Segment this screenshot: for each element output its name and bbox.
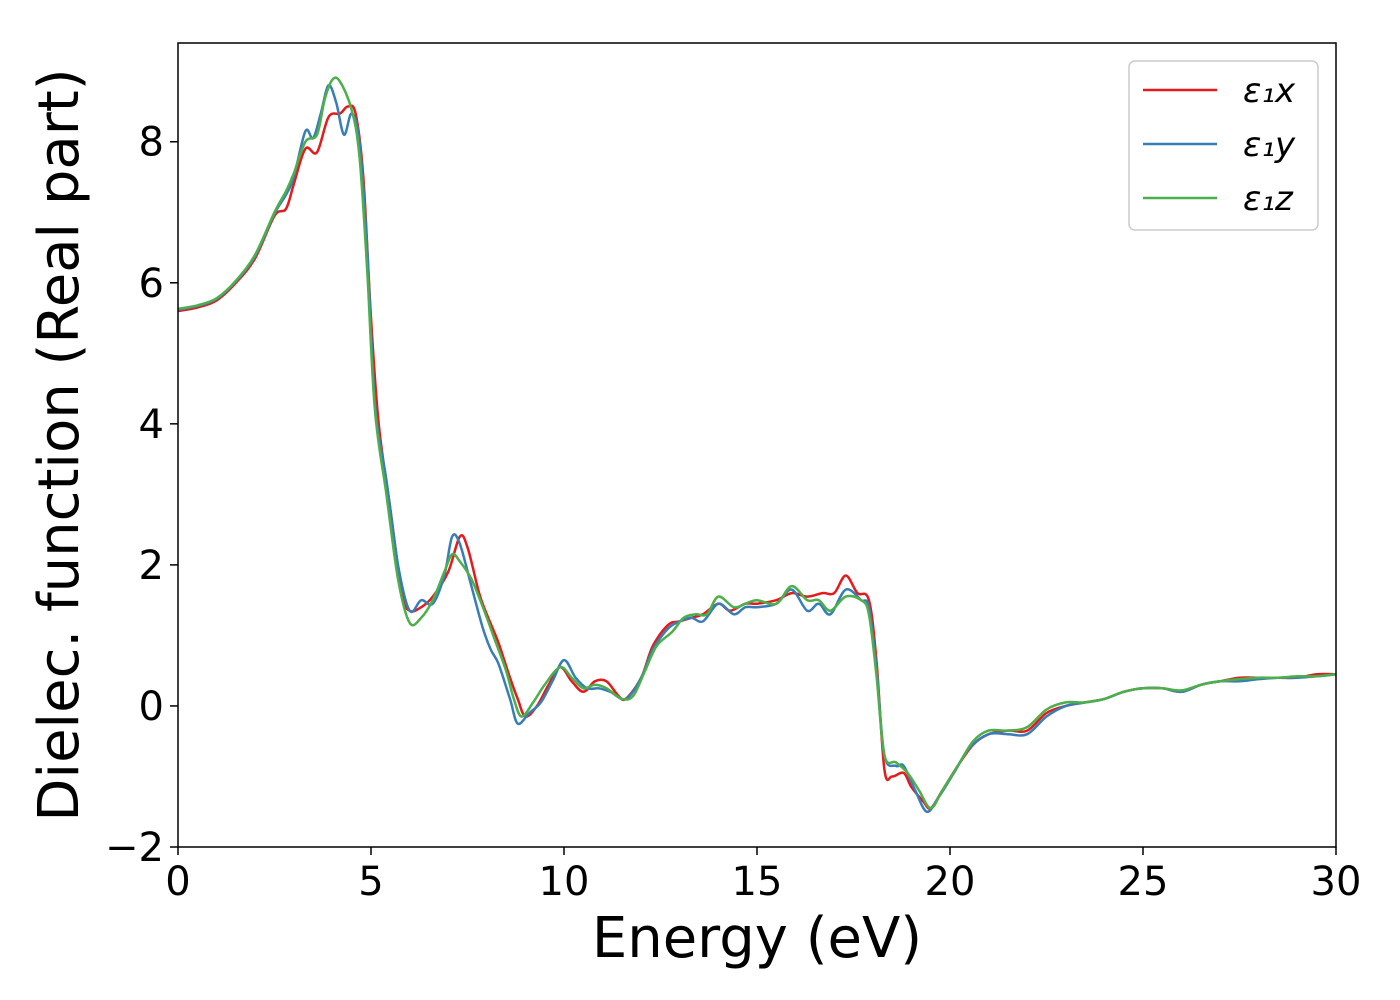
series-line-e1z — [178, 76, 1336, 810]
y-axis: −2 0 2 4 6 8 — [105, 120, 178, 871]
legend-entry-e1x-label: ε₁x — [1243, 71, 1296, 111]
x-tick-label: 30 — [1311, 859, 1362, 905]
series-line-e1y — [178, 83, 1336, 813]
x-tick-label: 20 — [925, 859, 976, 905]
x-tick-label: 5 — [358, 859, 383, 905]
y-tick-label: 2 — [139, 543, 164, 589]
y-axis-title: Dielec. function (Real part) — [27, 68, 92, 821]
x-axis: 0 5 10 15 20 25 30 — [165, 847, 1361, 905]
y-tick-label: 0 — [139, 684, 164, 730]
y-tick-label: 6 — [139, 261, 164, 307]
series-layer — [178, 76, 1336, 813]
legend-box — [1128, 60, 1319, 231]
y-tick-label: −2 — [105, 825, 164, 871]
x-axis-title: Energy (eV) — [592, 906, 922, 971]
y-tick-label: 8 — [139, 120, 164, 166]
legend-entry-e1y-label: ε₁y — [1243, 125, 1296, 165]
y-tick-label: 4 — [139, 402, 164, 448]
x-tick-label: 0 — [165, 859, 190, 905]
x-tick-label: 15 — [732, 859, 783, 905]
x-tick-label: 25 — [1118, 859, 1169, 905]
legend: ε₁x ε₁y ε₁z — [1128, 60, 1319, 231]
legend-entry-e1z-label: ε₁z — [1243, 179, 1294, 219]
x-tick-label: 10 — [539, 859, 590, 905]
